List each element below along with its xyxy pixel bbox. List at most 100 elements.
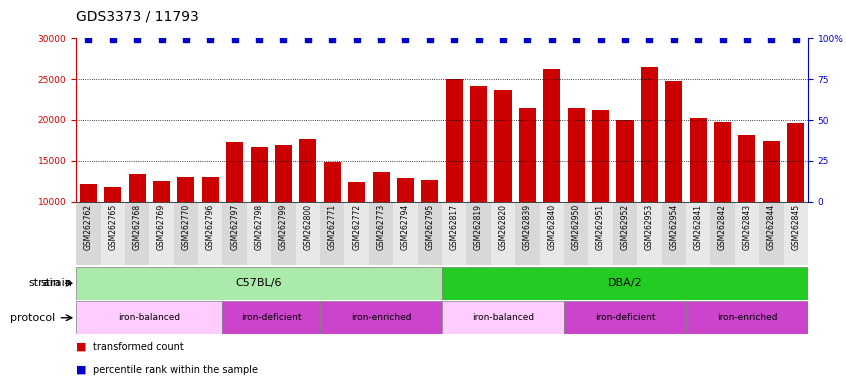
Bar: [442, 202, 466, 265]
Bar: [519, 108, 536, 202]
Text: protocol: protocol: [10, 313, 55, 323]
Text: iron-enriched: iron-enriched: [717, 313, 777, 322]
Text: GSM262841: GSM262841: [694, 204, 703, 250]
Bar: [466, 202, 491, 265]
Bar: [320, 301, 442, 334]
Text: GSM262796: GSM262796: [206, 204, 215, 250]
Bar: [250, 147, 267, 202]
Text: ■: ■: [76, 342, 86, 352]
Bar: [76, 301, 222, 334]
Bar: [662, 202, 686, 265]
Bar: [348, 182, 365, 202]
Bar: [491, 202, 515, 265]
Bar: [76, 267, 442, 300]
Bar: [711, 202, 734, 265]
Bar: [344, 202, 369, 265]
Text: GSM262840: GSM262840: [547, 204, 557, 250]
Text: GSM262771: GSM262771: [327, 204, 337, 250]
Text: GSM262773: GSM262773: [376, 204, 386, 250]
Text: strain: strain: [40, 278, 72, 288]
Bar: [173, 202, 198, 265]
Bar: [470, 86, 487, 202]
Bar: [125, 202, 149, 265]
Bar: [201, 177, 219, 202]
Text: DBA/2: DBA/2: [607, 278, 642, 288]
Text: GSM262817: GSM262817: [450, 204, 459, 250]
Bar: [568, 108, 585, 202]
Bar: [226, 142, 244, 202]
Bar: [421, 180, 438, 202]
Text: GSM262798: GSM262798: [255, 204, 264, 250]
Bar: [101, 202, 125, 265]
Text: GDS3373 / 11793: GDS3373 / 11793: [76, 9, 199, 23]
Bar: [299, 139, 316, 202]
Text: GSM262951: GSM262951: [596, 204, 605, 250]
Bar: [442, 267, 808, 300]
Text: GSM262800: GSM262800: [304, 204, 312, 250]
Text: iron-deficient: iron-deficient: [241, 313, 301, 322]
Text: iron-enriched: iron-enriched: [351, 313, 411, 322]
Bar: [686, 301, 808, 334]
Bar: [588, 202, 613, 265]
Bar: [222, 301, 320, 334]
Bar: [320, 202, 344, 265]
Bar: [734, 202, 759, 265]
Bar: [178, 177, 195, 202]
Text: iron-balanced: iron-balanced: [472, 313, 534, 322]
Text: strain: strain: [28, 278, 60, 288]
Bar: [418, 202, 442, 265]
Bar: [153, 181, 170, 202]
Text: GSM262839: GSM262839: [523, 204, 532, 250]
Bar: [442, 301, 564, 334]
Text: iron-deficient: iron-deficient: [595, 313, 656, 322]
Bar: [198, 202, 222, 265]
Text: GSM262765: GSM262765: [108, 204, 118, 250]
Bar: [494, 90, 512, 202]
Bar: [739, 135, 755, 202]
Bar: [617, 120, 634, 202]
Text: GSM262772: GSM262772: [352, 204, 361, 250]
Bar: [714, 122, 731, 202]
Text: GSM262842: GSM262842: [718, 204, 727, 250]
Bar: [564, 301, 686, 334]
Bar: [397, 178, 414, 202]
Text: GSM262820: GSM262820: [498, 204, 508, 250]
Bar: [759, 202, 783, 265]
Text: GSM262844: GSM262844: [766, 204, 776, 250]
Bar: [372, 172, 390, 202]
Text: GSM262770: GSM262770: [181, 204, 190, 250]
Bar: [637, 202, 662, 265]
Bar: [543, 70, 560, 202]
Text: GSM262950: GSM262950: [572, 204, 580, 250]
Bar: [446, 79, 463, 202]
Text: C57BL/6: C57BL/6: [236, 278, 283, 288]
Bar: [129, 174, 146, 202]
Bar: [686, 202, 711, 265]
Text: GSM262799: GSM262799: [279, 204, 288, 250]
Bar: [296, 202, 320, 265]
Bar: [272, 202, 296, 265]
Bar: [149, 202, 173, 265]
Text: GSM262797: GSM262797: [230, 204, 239, 250]
Bar: [689, 118, 706, 202]
Bar: [665, 81, 683, 202]
Bar: [515, 202, 540, 265]
Text: GSM262843: GSM262843: [743, 204, 751, 250]
Text: GSM262953: GSM262953: [645, 204, 654, 250]
Text: GSM262845: GSM262845: [791, 204, 800, 250]
Bar: [613, 202, 637, 265]
Bar: [76, 202, 101, 265]
Bar: [783, 202, 808, 265]
Text: transformed count: transformed count: [93, 342, 184, 352]
Bar: [787, 123, 805, 202]
Bar: [640, 67, 658, 202]
Bar: [222, 202, 247, 265]
Text: GSM262762: GSM262762: [84, 204, 93, 250]
Bar: [324, 162, 341, 202]
Text: GSM262952: GSM262952: [620, 204, 629, 250]
Bar: [104, 187, 121, 202]
Text: GSM262819: GSM262819: [474, 204, 483, 250]
Text: percentile rank within the sample: percentile rank within the sample: [93, 365, 258, 375]
Text: GSM262954: GSM262954: [669, 204, 678, 250]
Bar: [369, 202, 393, 265]
